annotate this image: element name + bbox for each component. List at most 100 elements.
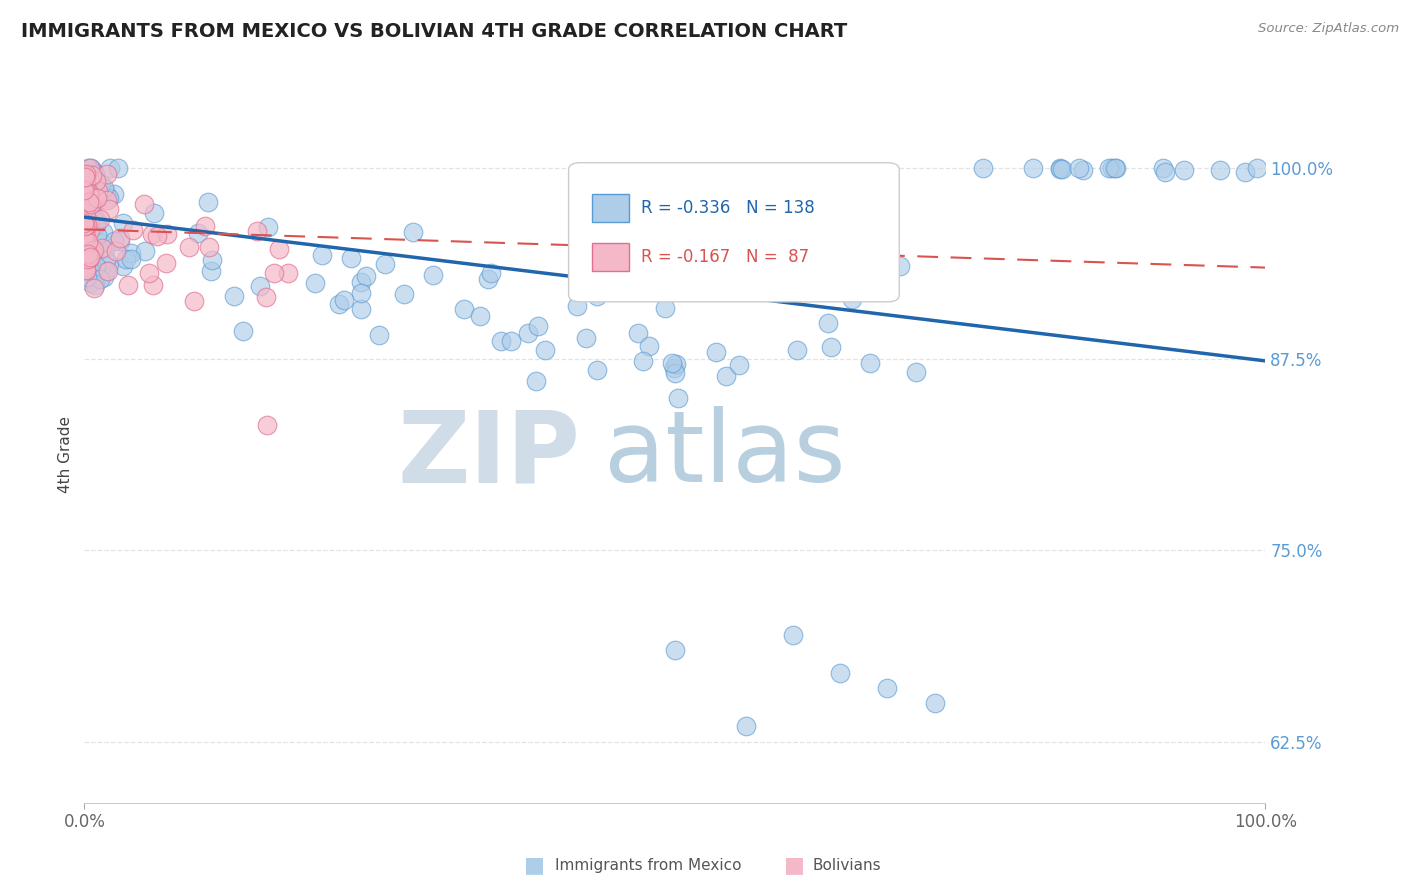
Point bbox=[142, 278, 165, 293]
Point bbox=[246, 224, 269, 238]
Point bbox=[333, 293, 356, 308]
Text: Bolivians: Bolivians bbox=[813, 858, 882, 872]
Point bbox=[79, 251, 101, 265]
Point bbox=[120, 252, 142, 266]
Point bbox=[453, 301, 475, 316]
Point bbox=[98, 202, 121, 216]
Point bbox=[132, 197, 155, 211]
Point bbox=[256, 220, 278, 235]
Point bbox=[77, 186, 100, 200]
Point bbox=[636, 220, 658, 235]
Point bbox=[75, 177, 97, 191]
Point bbox=[533, 343, 555, 358]
Point bbox=[141, 227, 163, 242]
Point bbox=[91, 235, 114, 250]
Point bbox=[567, 299, 589, 313]
Point bbox=[80, 161, 103, 176]
Point bbox=[477, 271, 499, 285]
Point bbox=[89, 211, 111, 226]
Point bbox=[84, 278, 107, 293]
Point bbox=[143, 206, 166, 220]
Point bbox=[1067, 161, 1090, 176]
Point bbox=[84, 167, 107, 181]
Point bbox=[79, 223, 101, 237]
Point bbox=[254, 290, 277, 304]
Point bbox=[661, 356, 683, 370]
Point bbox=[876, 681, 898, 695]
Y-axis label: 4th Grade: 4th Grade bbox=[58, 417, 73, 493]
Point bbox=[75, 238, 97, 252]
Point bbox=[90, 178, 112, 192]
Point bbox=[77, 188, 100, 202]
Point bbox=[75, 205, 97, 219]
Point bbox=[80, 196, 103, 211]
Point bbox=[585, 247, 607, 261]
Point bbox=[75, 263, 97, 277]
Point bbox=[304, 276, 326, 290]
Point bbox=[340, 251, 363, 265]
Point bbox=[73, 185, 96, 199]
Text: R = -0.336   N = 138: R = -0.336 N = 138 bbox=[641, 199, 814, 217]
Point bbox=[422, 268, 444, 283]
Point bbox=[114, 252, 136, 266]
Point bbox=[73, 227, 96, 241]
Point bbox=[111, 216, 134, 230]
Point bbox=[77, 205, 100, 219]
Point bbox=[91, 225, 114, 239]
Point bbox=[96, 186, 118, 200]
Point bbox=[1152, 161, 1174, 176]
Point bbox=[734, 719, 756, 733]
Point bbox=[75, 221, 97, 235]
Point bbox=[830, 665, 852, 680]
Point bbox=[93, 181, 115, 195]
Point bbox=[75, 260, 97, 274]
Point bbox=[77, 194, 100, 208]
Point bbox=[75, 202, 97, 217]
Point bbox=[706, 345, 728, 359]
Point bbox=[187, 226, 209, 240]
Point bbox=[1246, 161, 1268, 176]
Point bbox=[77, 247, 100, 261]
Point bbox=[468, 309, 491, 323]
Point bbox=[83, 196, 105, 211]
Point bbox=[75, 209, 97, 223]
Point bbox=[232, 324, 254, 338]
Point bbox=[82, 176, 104, 190]
Point bbox=[76, 177, 98, 191]
Point bbox=[98, 257, 121, 271]
Point bbox=[73, 202, 96, 217]
Point bbox=[200, 264, 222, 278]
Point bbox=[75, 226, 97, 240]
FancyBboxPatch shape bbox=[592, 243, 628, 270]
Point bbox=[112, 259, 135, 273]
Point bbox=[76, 269, 98, 284]
Point bbox=[194, 219, 217, 233]
Text: ZIP: ZIP bbox=[398, 407, 581, 503]
Point bbox=[73, 183, 96, 197]
Point bbox=[83, 281, 105, 295]
Point bbox=[82, 164, 104, 178]
Point bbox=[77, 235, 100, 249]
Point bbox=[80, 201, 103, 215]
Point bbox=[1049, 161, 1071, 176]
Point bbox=[138, 266, 160, 280]
Point bbox=[77, 246, 100, 260]
Point bbox=[631, 353, 654, 368]
Point bbox=[1049, 162, 1071, 177]
Point bbox=[741, 265, 763, 279]
Point bbox=[94, 243, 117, 257]
Point bbox=[1173, 163, 1195, 178]
Point bbox=[77, 195, 100, 210]
Point bbox=[654, 301, 676, 315]
Point bbox=[73, 232, 96, 246]
Point bbox=[1098, 161, 1121, 176]
Text: R = -0.167   N =  87: R = -0.167 N = 87 bbox=[641, 248, 808, 266]
Point bbox=[96, 193, 118, 207]
Point bbox=[177, 240, 200, 254]
Point bbox=[105, 244, 128, 259]
Point bbox=[277, 266, 299, 280]
Point bbox=[73, 223, 96, 237]
Point bbox=[489, 334, 512, 348]
Point bbox=[79, 250, 101, 264]
Point bbox=[728, 358, 751, 372]
